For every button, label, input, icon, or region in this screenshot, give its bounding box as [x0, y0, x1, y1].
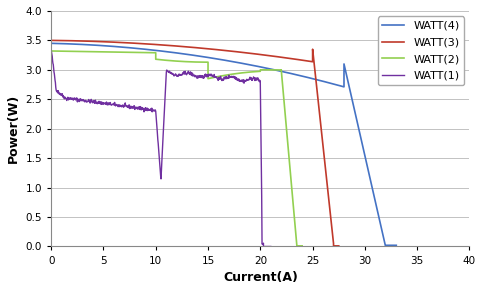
WATT(1) — [79, 99, 85, 102]
WATT(2) — [268, 68, 274, 72]
WATT(3) — [48, 39, 54, 42]
WATT(4) — [48, 42, 54, 45]
X-axis label: Current(A): Current(A) — [223, 271, 298, 284]
WATT(1) — [206, 73, 212, 76]
Line: WATT(1): WATT(1) — [51, 49, 271, 246]
WATT(3) — [241, 51, 246, 54]
WATT(2) — [237, 71, 243, 75]
Y-axis label: Power(W): Power(W) — [7, 94, 20, 163]
WATT(4) — [383, 245, 389, 248]
WATT(1) — [260, 245, 266, 248]
WATT(1) — [48, 47, 54, 51]
WATT(1) — [219, 78, 225, 82]
WATT(4) — [294, 73, 300, 77]
WATT(1) — [268, 245, 274, 248]
WATT(2) — [89, 50, 95, 54]
Legend: WATT(4), WATT(3), WATT(2), WATT(1): WATT(4), WATT(3), WATT(2), WATT(1) — [378, 17, 464, 85]
WATT(1) — [232, 77, 238, 81]
WATT(2) — [48, 49, 54, 53]
WATT(3) — [336, 244, 341, 248]
WATT(2) — [294, 245, 300, 248]
WATT(3) — [105, 40, 111, 44]
WATT(3) — [316, 107, 322, 111]
WATT(3) — [309, 60, 314, 63]
Line: WATT(2): WATT(2) — [51, 51, 302, 246]
WATT(4) — [95, 44, 101, 47]
WATT(4) — [176, 52, 182, 55]
Line: WATT(3): WATT(3) — [51, 40, 339, 246]
WATT(4) — [203, 55, 209, 59]
WATT(3) — [302, 59, 308, 62]
WATT(3) — [94, 40, 100, 43]
WATT(3) — [331, 244, 337, 248]
WATT(2) — [245, 70, 251, 74]
WATT(1) — [262, 245, 268, 248]
WATT(2) — [299, 244, 305, 248]
Line: WATT(4): WATT(4) — [51, 43, 396, 246]
WATT(2) — [253, 70, 259, 73]
WATT(1) — [129, 105, 135, 109]
WATT(4) — [332, 83, 338, 86]
WATT(4) — [393, 244, 399, 247]
WATT(4) — [330, 82, 336, 86]
WATT(2) — [257, 68, 263, 72]
